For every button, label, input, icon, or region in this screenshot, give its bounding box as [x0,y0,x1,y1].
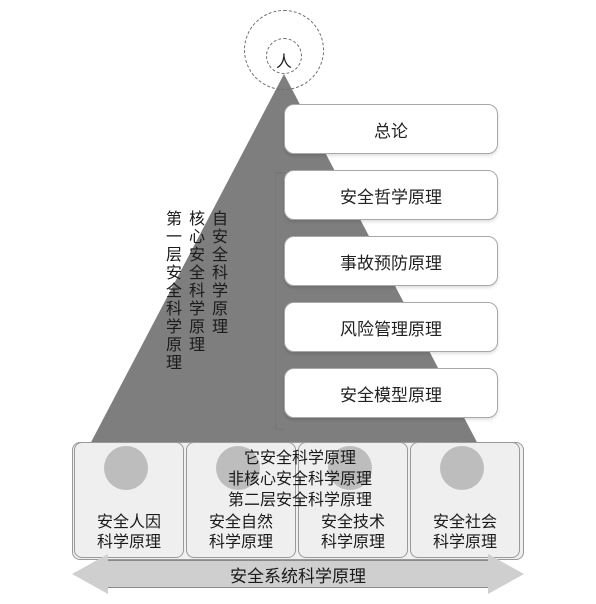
level-box-0: 总论 [284,104,498,154]
diagram-stage: { "canvas": { "width": 596, "height": 60… [0,0,596,604]
double-arrow: 安全系统科学原理 [0,0,596,40]
arrow-body: 安全系统科学原理 [108,560,488,588]
center-labels: 它安全科学原理非核心安全科学原理第二层安全科学原理 [210,448,390,511]
grey-dot-3 [440,446,484,490]
arrow-head-left [72,554,108,594]
level-box-3: 风险管理原理 [284,302,498,352]
bracket [275,172,276,430]
category-label-1: 安全自然科学原理 [187,513,295,553]
category-label-2: 安全技术科学原理 [299,513,407,553]
category-label-3: 安全社会科学原理 [411,513,519,553]
level-box-4: 安全模型原理 [284,368,498,418]
apex-label: 人 [276,48,292,72]
level-box-1: 安全哲学原理 [284,170,498,220]
grey-dot-0 [104,446,148,490]
category-label-0: 安全人因科学原理 [75,513,183,553]
arrow-head-right [488,554,524,594]
vertical-label-2: 第一层安全科学原理 [159,210,183,372]
vertical-label-1: 核心安全科学原理 [182,210,206,354]
arrow-label: 安全系统科学原理 [230,562,366,587]
level-box-2: 事故预防原理 [284,236,498,286]
vertical-label-0: 自安全科学原理 [205,210,229,336]
